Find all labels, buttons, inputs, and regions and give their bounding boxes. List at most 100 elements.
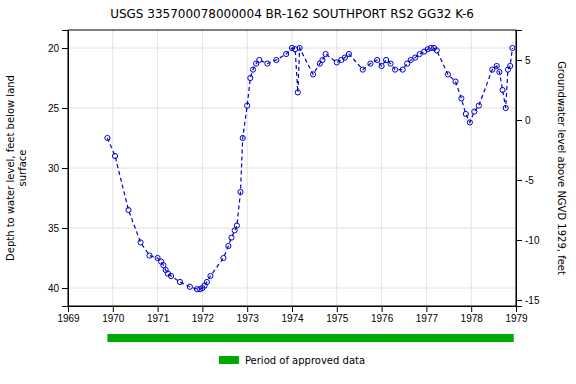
chart: 1969 1970 1971 1972 1973 1974 1975 1976 1977 1978… (0, 0, 576, 384)
tick-label: 0 (525, 115, 531, 126)
tick-mark (62, 48, 68, 49)
point-marker (234, 223, 239, 228)
y2-tick: -5 (516, 175, 534, 186)
point-marker (204, 279, 209, 284)
y2-tick: -15 (516, 295, 540, 306)
tick-mark (516, 60, 522, 61)
point-marker (508, 63, 513, 68)
axis-line (69, 307, 517, 313)
x-tick: 1976 (371, 306, 394, 324)
point-marker (368, 61, 373, 66)
x-tick: 1978 (461, 306, 484, 324)
point-marker (240, 135, 245, 140)
point-marker (434, 48, 439, 53)
point-marker (459, 96, 464, 101)
tick-mark (158, 306, 159, 312)
grid (68, 30, 516, 306)
x-tick: 1979 (505, 306, 528, 324)
point-marker (208, 273, 213, 278)
tick-label: 1974 (281, 313, 304, 324)
tick-mark (113, 306, 114, 312)
tick-label: 30 (48, 163, 60, 174)
x-tick: 1974 (281, 306, 304, 324)
point-marker (503, 105, 508, 110)
tick-mark (62, 288, 68, 289)
point-marker (500, 87, 505, 92)
point-marker (147, 253, 152, 258)
tick-mark (292, 306, 293, 312)
point-marker (346, 51, 351, 56)
point-marker (320, 57, 325, 62)
x-tick: 1977 (416, 306, 439, 324)
tick-label: 1979 (505, 313, 528, 324)
x-tick: 1973 (237, 306, 260, 324)
y2-tick: 0 (516, 115, 531, 126)
point-marker (295, 90, 300, 95)
series-line (107, 48, 512, 289)
legend-label: Period of approved data (245, 355, 365, 366)
tick-label: 1973 (237, 313, 260, 324)
point-marker (126, 207, 131, 212)
point-marker (112, 153, 117, 158)
y-axis: 2025303540 (48, 31, 69, 307)
point-marker (138, 240, 143, 245)
point-marker (257, 57, 262, 62)
point-marker (274, 57, 279, 62)
tick-mark (247, 306, 248, 312)
tick-mark (426, 306, 427, 312)
point-marker (187, 284, 192, 289)
x-tick: 1969 (57, 306, 80, 324)
tick-mark (516, 300, 522, 301)
tick-mark (516, 180, 522, 181)
tick-label: 5 (525, 55, 531, 66)
tick-label: 20 (48, 43, 60, 54)
point-marker (248, 75, 253, 80)
tick-mark (337, 306, 338, 312)
tick-mark (471, 306, 472, 312)
y-axis-title: Depth to water level, feet below landsur… (5, 75, 28, 261)
x-tick: 1971 (147, 306, 170, 324)
point-marker (297, 45, 302, 50)
y-tick: 35 (48, 223, 68, 234)
point-marker (463, 111, 468, 116)
x-tick: 1975 (326, 306, 349, 324)
x-tick: 1970 (102, 306, 125, 324)
y2-axis-title: Groundwater level above NGVD 1929, feet (556, 61, 567, 275)
point-marker (510, 45, 515, 50)
point-marker (472, 109, 477, 114)
point-marker (476, 103, 481, 108)
tick-mark (382, 306, 383, 312)
point-marker (453, 79, 458, 84)
point-marker (388, 61, 393, 66)
tick-mark (62, 108, 68, 109)
tick-label: -5 (525, 175, 534, 186)
point-marker (238, 189, 243, 194)
point-marker (105, 135, 110, 140)
x-axis: 1969 1970 1971 1972 1973 1974 1975 1976 1977 1978… (57, 306, 528, 324)
axis-line (62, 31, 69, 307)
point-marker (226, 243, 231, 248)
approved-bar (107, 334, 513, 342)
tick-mark (62, 168, 68, 169)
point-marker (250, 67, 255, 72)
point-marker (265, 61, 270, 66)
point-marker (360, 67, 365, 72)
point-marker (289, 45, 294, 50)
tick-mark (62, 228, 68, 229)
point-marker (284, 51, 289, 56)
grid-line-y (68, 288, 516, 289)
point-marker (221, 255, 226, 260)
point-marker (323, 51, 328, 56)
tick-mark (202, 306, 203, 312)
tick-label: 1969 (57, 313, 80, 324)
point-marker (317, 61, 322, 66)
legend-swatch (219, 356, 239, 364)
point-marker (383, 57, 388, 62)
tick-label: 1972 (192, 313, 215, 324)
point-marker (445, 72, 450, 77)
tick-label: 1978 (461, 313, 484, 324)
chart-title: USGS 335700078000004 BR-162 SOUTHPORT RS… (110, 7, 474, 21)
y2-tick: -10 (516, 235, 540, 246)
tick-mark (516, 240, 522, 241)
grid-line-y (68, 168, 516, 169)
